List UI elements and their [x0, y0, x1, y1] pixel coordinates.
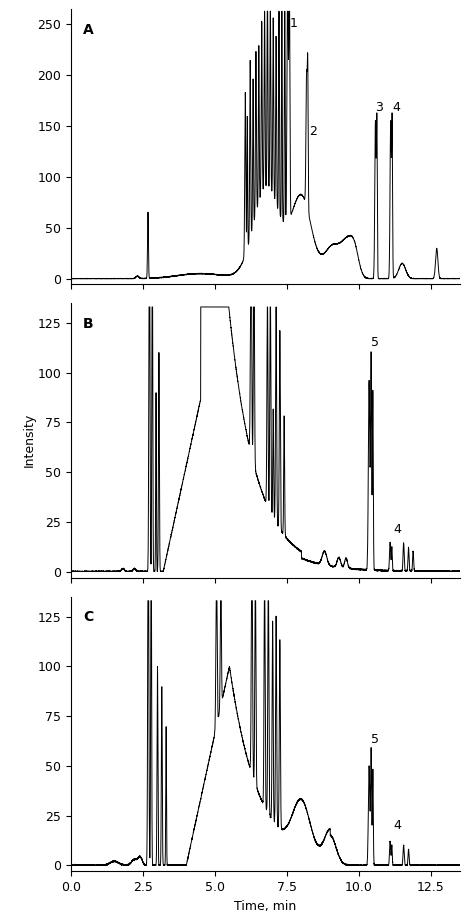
- Text: A: A: [83, 23, 93, 37]
- Text: C: C: [83, 610, 93, 624]
- Text: B: B: [83, 317, 93, 331]
- Text: 4: 4: [393, 523, 401, 536]
- Text: 4: 4: [393, 819, 401, 832]
- Y-axis label: Intensity: Intensity: [23, 413, 36, 467]
- Text: 5: 5: [371, 336, 379, 349]
- Text: 4: 4: [392, 100, 400, 114]
- Text: 1: 1: [289, 17, 297, 30]
- X-axis label: Time, min: Time, min: [234, 900, 297, 913]
- Text: 2: 2: [309, 125, 317, 138]
- Text: 3: 3: [375, 100, 383, 114]
- Text: 5: 5: [371, 733, 379, 746]
